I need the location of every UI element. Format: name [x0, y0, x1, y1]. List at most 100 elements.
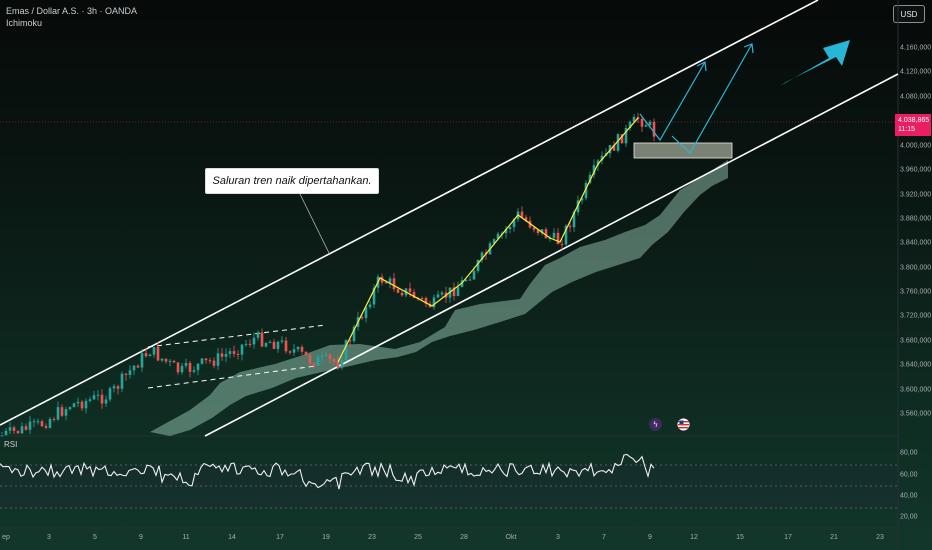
time-tick: 21 [830, 534, 838, 541]
candle-body [276, 341, 280, 349]
candle-body [384, 282, 388, 284]
candle-body [456, 287, 460, 297]
rsi-tick: 40,00 [900, 492, 918, 500]
annotation-pointer [299, 193, 331, 256]
annotation-callout[interactable]: Saluran tren naik dipertahankan. [205, 168, 379, 194]
candle-body [168, 360, 172, 362]
support-zone [633, 142, 733, 159]
candle-body [92, 395, 96, 400]
candle-body [204, 358, 208, 361]
candle-body [244, 343, 248, 345]
indicator-label[interactable]: Ichimoku [6, 18, 43, 28]
candle-body [632, 116, 636, 122]
time-tick: 12 [690, 534, 698, 541]
candle-body [588, 174, 592, 183]
price-tick: 3.560,000 [900, 410, 932, 418]
rsi-label[interactable]: RSI [4, 440, 18, 449]
candle-body [532, 227, 536, 230]
candle-body [600, 155, 604, 161]
candle-body [136, 365, 140, 368]
time-tick: 9 [648, 534, 652, 541]
candle-body [16, 430, 20, 434]
candle-body [540, 229, 544, 233]
time-tick: 9 [139, 534, 143, 541]
candle-body [536, 229, 540, 233]
candle-body [316, 356, 320, 366]
candle-body [272, 341, 276, 349]
candle-body [64, 409, 68, 416]
candle-body [400, 292, 404, 296]
candle-body [4, 430, 8, 436]
candle-body [452, 287, 456, 297]
price-tick: 3.880,000 [900, 215, 932, 223]
price-tick: 4.000,000 [900, 142, 932, 150]
price-tick: 3.720,000 [900, 312, 932, 320]
time-tick: 3 [47, 534, 51, 541]
lightning-icon[interactable]: ϟ [649, 418, 662, 431]
candle-body [372, 287, 376, 305]
price-tick: 4.080,000 [900, 93, 932, 101]
candle-body [648, 121, 652, 126]
candle-body [340, 360, 344, 368]
candle-body [236, 354, 240, 356]
price-tick: 3.960,000 [900, 166, 932, 174]
time-tick: 3 [556, 534, 560, 541]
candle-body [76, 401, 80, 404]
time-tick: 23 [368, 534, 376, 541]
zigzag-line [337, 117, 639, 363]
candle-body [348, 340, 352, 342]
candle-body [180, 365, 184, 373]
candle-body [224, 353, 228, 357]
candle-body [308, 355, 312, 364]
channel-upper-line [0, 0, 818, 425]
time-tick: 17 [276, 534, 284, 541]
rsi-tick: 60,00 [900, 471, 918, 479]
price-tick: 3.760,000 [900, 288, 932, 296]
candle-body [176, 362, 180, 373]
candle-body [192, 370, 196, 372]
candle-body [68, 407, 72, 410]
currency-button[interactable]: USD [893, 5, 925, 23]
candle-body [616, 134, 620, 151]
time-axis[interactable]: ep 3 5 9 11 14 17 19 23 25 28 Okt 3 7 9 … [0, 528, 898, 550]
bar-countdown: 11:15 [898, 126, 915, 133]
candle-body [280, 340, 284, 342]
rsi-axis[interactable]: 80,00 60,00 40,00 20,00 [898, 436, 932, 528]
candle-body [480, 252, 484, 261]
time-tick: ep [2, 534, 10, 541]
candle-body [120, 373, 124, 389]
price-tick: 4.120,000 [900, 68, 932, 76]
price-tick: 3.680,000 [900, 337, 932, 345]
time-tick: 17 [784, 534, 792, 541]
channel-lower-line [204, 73, 899, 437]
candle-body [20, 426, 24, 434]
candle-body [432, 297, 436, 308]
candle-body [72, 403, 76, 408]
symbol-title[interactable]: Emas / Dollar A.S. · 3h · OANDA [6, 6, 138, 16]
rsi-tick: 20,00 [900, 513, 918, 521]
candle-body [324, 354, 328, 356]
candle-body [352, 326, 356, 342]
candle-body [292, 349, 296, 353]
candle-body [408, 288, 412, 293]
rsi-tick: 80,00 [900, 449, 918, 457]
candle-body [512, 219, 516, 228]
candle-body [336, 361, 340, 368]
candle-body [524, 217, 528, 221]
candle-body [628, 121, 632, 128]
candle-body [132, 365, 136, 371]
us-flag-icon[interactable] [677, 418, 690, 431]
price-axis[interactable]: 4.160,000 4.120,000 4.080,000 4.000,000 … [898, 0, 932, 436]
candle-body [568, 225, 572, 228]
candle-body [216, 353, 220, 366]
candle-body [360, 317, 364, 319]
candle-body [100, 394, 104, 404]
candle-body [112, 386, 116, 389]
candle-body [624, 127, 628, 144]
time-tick: Okt [505, 534, 517, 541]
candle-body [320, 355, 324, 357]
candle-body [232, 351, 236, 355]
candle-body [108, 388, 112, 400]
candle-body [580, 198, 584, 201]
